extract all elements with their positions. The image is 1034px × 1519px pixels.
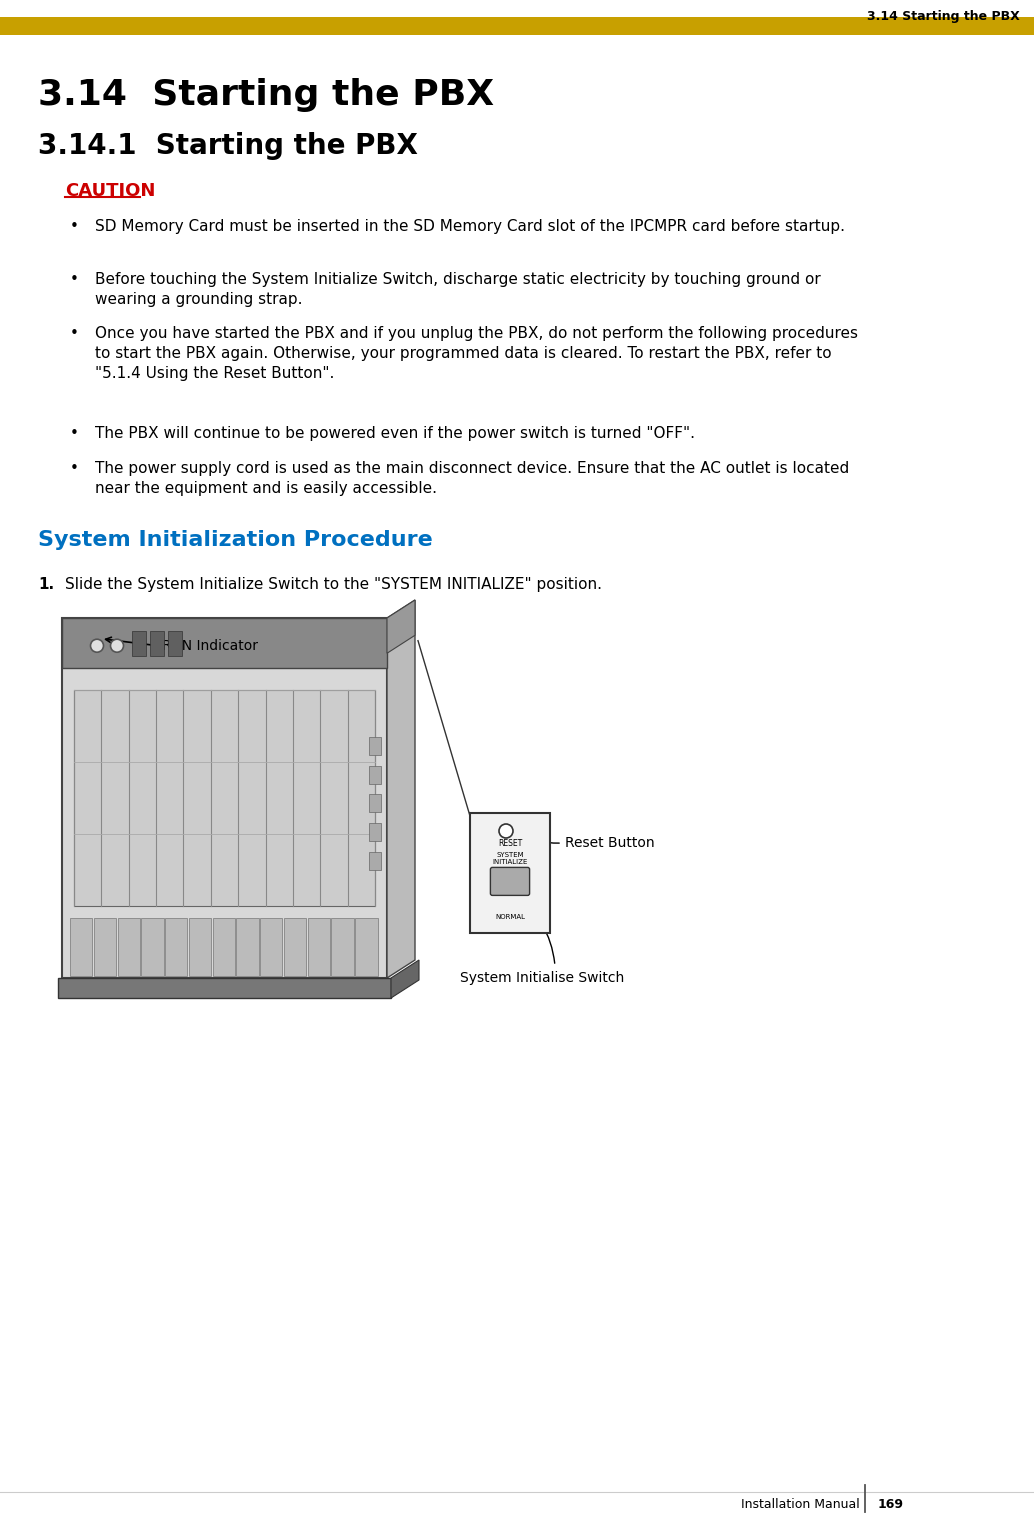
Bar <box>150 630 164 656</box>
Text: NORMAL: NORMAL <box>495 914 525 921</box>
Bar <box>94 919 116 977</box>
Text: •: • <box>70 425 79 441</box>
Bar <box>369 737 381 755</box>
Circle shape <box>91 639 103 652</box>
Text: 3.14  Starting the PBX: 3.14 Starting the PBX <box>38 77 494 112</box>
Bar <box>308 919 330 977</box>
Bar <box>189 919 211 977</box>
Circle shape <box>111 639 123 652</box>
Bar <box>118 919 140 977</box>
Bar <box>142 919 163 977</box>
Text: 3.14 Starting the PBX: 3.14 Starting the PBX <box>868 11 1020 23</box>
Text: Reset Button: Reset Button <box>565 835 655 851</box>
Text: 3.14.1  Starting the PBX: 3.14.1 Starting the PBX <box>38 132 418 159</box>
Bar <box>332 919 354 977</box>
Bar <box>168 630 182 656</box>
Text: RESET: RESET <box>498 838 522 848</box>
Bar <box>70 919 92 977</box>
Text: •: • <box>70 327 79 340</box>
Text: CAUTION: CAUTION <box>65 182 155 201</box>
Bar <box>237 919 258 977</box>
Bar <box>132 630 146 656</box>
Bar <box>284 919 306 977</box>
Bar <box>369 794 381 813</box>
Text: Installation Manual: Installation Manual <box>741 1499 860 1511</box>
Text: •: • <box>70 219 79 234</box>
Bar <box>74 690 375 905</box>
Text: The power supply cord is used as the main disconnect device. Ensure that the AC : The power supply cord is used as the mai… <box>95 460 849 495</box>
Bar <box>369 852 381 870</box>
Bar <box>369 823 381 842</box>
Bar <box>213 919 235 977</box>
Text: 1.: 1. <box>38 577 54 592</box>
Text: The PBX will continue to be powered even if the power switch is turned "OFF".: The PBX will continue to be powered even… <box>95 425 695 441</box>
Text: RUN Indicator: RUN Indicator <box>162 639 258 653</box>
Text: System Initialise Switch: System Initialise Switch <box>460 971 625 984</box>
Bar <box>62 618 387 978</box>
Text: Before touching the System Initialize Switch, discharge static electricity by to: Before touching the System Initialize Sw… <box>95 272 821 307</box>
Bar <box>261 919 282 977</box>
Bar <box>165 919 187 977</box>
Polygon shape <box>387 600 415 978</box>
Text: SD Memory Card must be inserted in the SD Memory Card slot of the IPCMPR card be: SD Memory Card must be inserted in the S… <box>95 219 845 234</box>
Text: •: • <box>70 460 79 475</box>
Bar <box>58 978 391 998</box>
Text: 169: 169 <box>878 1499 904 1511</box>
Polygon shape <box>391 960 419 998</box>
FancyBboxPatch shape <box>490 867 529 895</box>
Text: •: • <box>70 272 79 287</box>
Text: System Initialization Procedure: System Initialization Procedure <box>38 530 433 550</box>
Bar <box>369 766 381 784</box>
FancyBboxPatch shape <box>0 17 1034 35</box>
Text: SYSTEM
INITIALIZE: SYSTEM INITIALIZE <box>492 852 527 866</box>
Bar <box>62 618 387 668</box>
Polygon shape <box>387 600 415 653</box>
Bar <box>470 813 550 933</box>
Bar <box>356 919 377 977</box>
Text: Once you have started the PBX and if you unplug the PBX, do not perform the foll: Once you have started the PBX and if you… <box>95 327 858 381</box>
Circle shape <box>499 823 513 838</box>
Text: Slide the System Initialize Switch to the "SYSTEM INITIALIZE" position.: Slide the System Initialize Switch to th… <box>65 577 602 592</box>
